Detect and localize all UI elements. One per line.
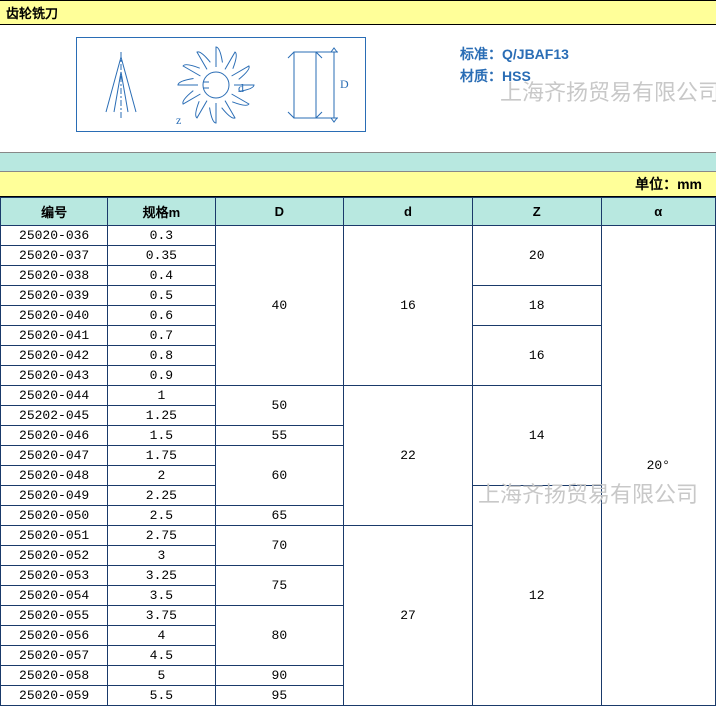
cell-spec: 2 bbox=[108, 466, 215, 486]
cell-spec: 4 bbox=[108, 626, 215, 646]
cell-spec: 3.5 bbox=[108, 586, 215, 606]
col-header: d bbox=[344, 198, 473, 226]
col-header: 编号 bbox=[1, 198, 108, 226]
cell-id: 25020-038 bbox=[1, 266, 108, 286]
cell-D: 95 bbox=[215, 686, 344, 706]
unit-bar: 单位：mm bbox=[0, 172, 716, 197]
col-header: α bbox=[601, 198, 715, 226]
table-body: 25020-0360.340162020°25020-0370.3525020-… bbox=[1, 226, 716, 706]
cell-spec: 3.25 bbox=[108, 566, 215, 586]
cell-spec: 0.9 bbox=[108, 366, 215, 386]
label-D: D bbox=[340, 77, 349, 91]
cell-id: 25020-054 bbox=[1, 586, 108, 606]
cell-spec: 0.35 bbox=[108, 246, 215, 266]
cell-spec: 0.5 bbox=[108, 286, 215, 306]
cell-a: 20° bbox=[601, 226, 715, 706]
divider-band bbox=[0, 152, 716, 172]
cell-id: 25020-055 bbox=[1, 606, 108, 626]
gear-top-drawing: z d bbox=[166, 40, 266, 130]
cell-id: 25020-053 bbox=[1, 566, 108, 586]
cell-d: 27 bbox=[344, 526, 473, 706]
cell-spec: 0.8 bbox=[108, 346, 215, 366]
cell-spec: 1.5 bbox=[108, 426, 215, 446]
cell-Z: 12 bbox=[472, 486, 601, 706]
cell-id: 25020-042 bbox=[1, 346, 108, 366]
cell-spec: 2.75 bbox=[108, 526, 215, 546]
standard-spec: 标准：Q/JBAF13 材质：HSS bbox=[460, 43, 569, 88]
cell-D: 80 bbox=[215, 606, 344, 666]
cell-Z: 18 bbox=[472, 286, 601, 326]
col-header: D bbox=[215, 198, 344, 226]
cell-spec: 0.6 bbox=[108, 306, 215, 326]
cell-spec: 2.25 bbox=[108, 486, 215, 506]
cell-D: 90 bbox=[215, 666, 344, 686]
std-label: 标准： bbox=[460, 46, 502, 62]
cell-id: 25020-046 bbox=[1, 426, 108, 446]
cell-spec: 0.4 bbox=[108, 266, 215, 286]
cell-id: 25020-039 bbox=[1, 286, 108, 306]
cell-id: 25020-049 bbox=[1, 486, 108, 506]
mat-label: 材质： bbox=[460, 68, 502, 84]
cell-id: 25020-056 bbox=[1, 626, 108, 646]
table-header-row: 编号 规格m D d Z α bbox=[1, 198, 716, 226]
cell-id: 25020-043 bbox=[1, 366, 108, 386]
cell-spec: 0.3 bbox=[108, 226, 215, 246]
cell-id: 25020-036 bbox=[1, 226, 108, 246]
cell-Z: 16 bbox=[472, 326, 601, 386]
cell-D: 55 bbox=[215, 426, 344, 446]
page-title: 齿轮铣刀 bbox=[0, 0, 716, 25]
cell-id: 25020-037 bbox=[1, 246, 108, 266]
cell-id: 25020-048 bbox=[1, 466, 108, 486]
cell-D: 65 bbox=[215, 506, 344, 526]
cell-Z: 20 bbox=[472, 226, 601, 286]
cell-id: 25020-059 bbox=[1, 686, 108, 706]
cell-id: 25202-045 bbox=[1, 406, 108, 426]
cell-spec: 5 bbox=[108, 666, 215, 686]
spec-table: 编号 规格m D d Z α 25020-0360.340162020°2502… bbox=[0, 197, 716, 706]
cell-spec: 2.5 bbox=[108, 506, 215, 526]
technical-diagram: z d D bbox=[76, 37, 366, 132]
cell-id: 25020-058 bbox=[1, 666, 108, 686]
cell-spec: 0.7 bbox=[108, 326, 215, 346]
top-zone: z d D 标准：Q/JBAF13 材质：HSS 上海齐扬贸易有限公司 bbox=[0, 25, 716, 152]
cell-spec: 3 bbox=[108, 546, 215, 566]
cell-d: 16 bbox=[344, 226, 473, 386]
cell-D: 75 bbox=[215, 566, 344, 606]
std-value: Q/JBAF13 bbox=[502, 46, 569, 62]
cell-spec: 1.75 bbox=[108, 446, 215, 466]
profile-drawing bbox=[86, 42, 156, 127]
cell-spec: 5.5 bbox=[108, 686, 215, 706]
title-text: 齿轮铣刀 bbox=[6, 6, 58, 21]
cell-Z: 14 bbox=[472, 386, 601, 486]
cell-id: 25020-052 bbox=[1, 546, 108, 566]
col-header: 规格m bbox=[108, 198, 215, 226]
table-row: 25020-0360.340162020° bbox=[1, 226, 716, 246]
col-header: Z bbox=[472, 198, 601, 226]
gear-side-drawing: D bbox=[276, 40, 356, 130]
cell-id: 25020-057 bbox=[1, 646, 108, 666]
cell-spec: 1 bbox=[108, 386, 215, 406]
cell-D: 50 bbox=[215, 386, 344, 426]
label-d: d bbox=[238, 81, 244, 95]
cell-id: 25020-040 bbox=[1, 306, 108, 326]
cell-D: 60 bbox=[215, 446, 344, 506]
cell-D: 70 bbox=[215, 526, 344, 566]
cell-id: 25020-047 bbox=[1, 446, 108, 466]
cell-id: 25020-051 bbox=[1, 526, 108, 546]
cell-id: 25020-050 bbox=[1, 506, 108, 526]
cell-spec: 4.5 bbox=[108, 646, 215, 666]
cell-d: 22 bbox=[344, 386, 473, 526]
cell-spec: 3.75 bbox=[108, 606, 215, 626]
mat-value: HSS bbox=[502, 68, 531, 84]
cell-spec: 1.25 bbox=[108, 406, 215, 426]
cell-D: 40 bbox=[215, 226, 344, 386]
cell-id: 25020-041 bbox=[1, 326, 108, 346]
cell-id: 25020-044 bbox=[1, 386, 108, 406]
label-z: z bbox=[176, 113, 181, 127]
